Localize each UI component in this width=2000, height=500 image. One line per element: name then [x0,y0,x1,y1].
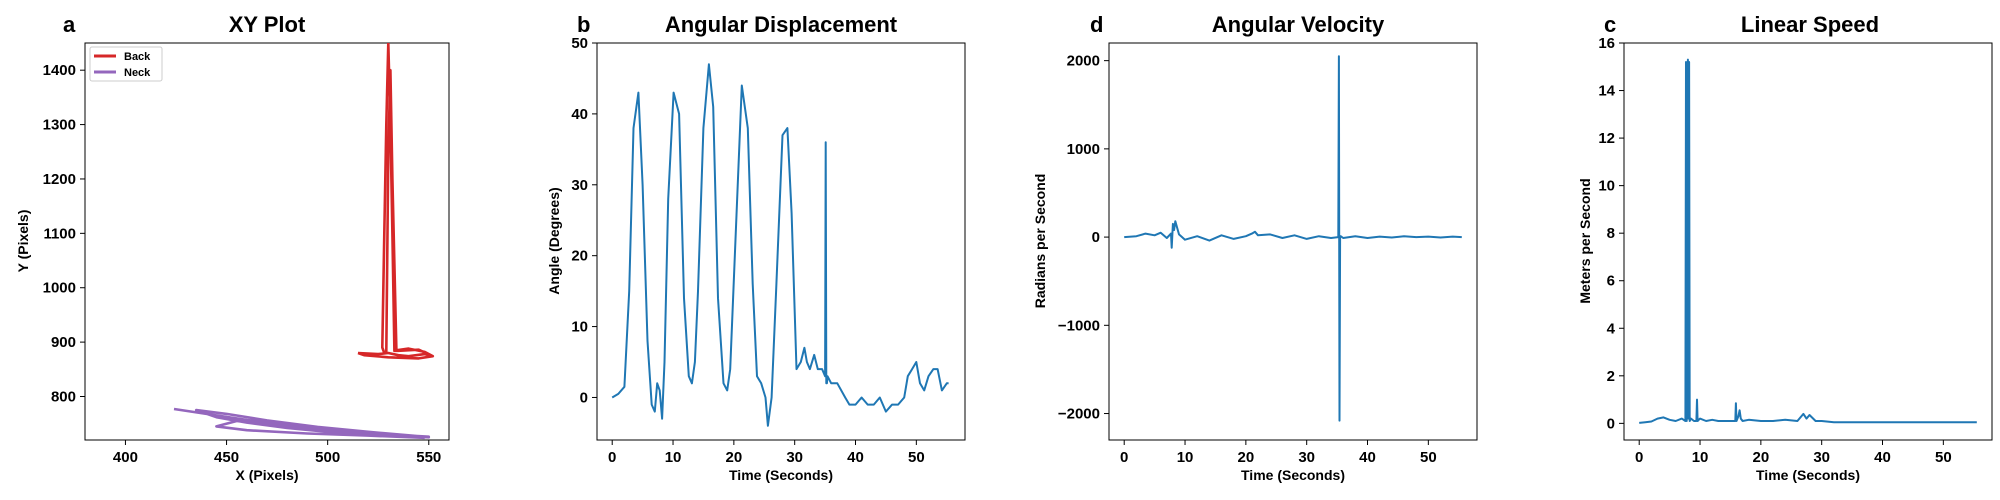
panel-letter-b: b [577,12,590,37]
x-tick-label-angular-velocity: 40 [1359,449,1376,466]
panel-linear-speed: c Linear Speed 0 10 20 30 40 500246810121416 … [1577,12,1993,483]
y-tick-label-linear-speed: 2 [1607,368,1615,385]
x-tick-label-linear-speed: 10 [1692,449,1709,466]
plot-frame-angular-velocity [1108,42,1478,441]
x-axis-label-angular-displacement: Time (Seconds) [729,467,833,483]
y-axis-label-angular-displacement: Angle (Degrees) [546,187,562,294]
x-tick-label-angular-velocity: 20 [1238,449,1255,466]
series-line-angular-displacement [611,63,949,427]
panel-title-angular-velocity: Angular Velocity [1212,12,1385,37]
panel-angular-velocity: d Angular Velocity 0 10 20 30 40 50 −2000 −1000… [1032,12,1478,483]
x-tick-label-xy: 400 [113,449,138,466]
x-tick-label-xy: 450 [214,449,239,466]
x-tick-label-angular-velocity: 10 [1177,449,1194,466]
panel-title-xy-plot: XY Plot [229,12,306,37]
series-line-xy-neck [173,407,431,440]
x-tick-label-xy: 500 [315,449,340,466]
panel-angular-displacement: b Angular Displacement 0 10 20 30 40 50 0 10 20 3… [546,12,966,483]
y-tick-label-linear-speed: 0 [1607,415,1615,432]
plot-frame-angular-displacement [596,42,966,441]
y-tick-label-angular-displacement: 10 [571,319,588,336]
y-tick-label-linear-speed: 16 [1598,35,1615,52]
panel-letter-c: c [1604,12,1616,37]
y-tick-label-xy: 1100 [43,225,76,242]
x-tick-label-linear-speed: 50 [1935,449,1952,466]
y-axis-label-angular-velocity: Radians per Second [1032,174,1048,309]
y-tick-label-linear-speed: 8 [1607,225,1615,242]
panel-letter-a: a [63,12,76,37]
y-tick-label-xy: 1400 [43,62,76,79]
legend-label-back: Back [124,51,151,63]
y-tick-label-xy: 900 [51,334,76,351]
plot-area-angular-velocity: 0 10 20 30 40 50 −2000 −1000 0 1000 2000 [1058,53,1462,466]
x-tick-label-angular-displacement: 50 [908,449,925,466]
y-axis-label-xy: Y (Pixels) [15,210,31,273]
plot-frame-xy [84,42,450,441]
plot-frame-linear-speed [1623,42,1993,441]
y-tick-label-xy: 1300 [43,117,76,134]
panel-letter-d: d [1090,12,1103,37]
y-tick-label-xy: 1000 [43,280,76,297]
y-tick-label-angular-velocity: 1000 [1067,141,1100,158]
x-tick-label-angular-displacement: 40 [847,449,864,466]
y-tick-label-angular-velocity: −1000 [1058,317,1100,334]
y-tick-label-angular-velocity: 2000 [1067,53,1100,70]
x-tick-label-angular-velocity: 30 [1298,449,1315,466]
panel-xy-plot: a XY Plot 400 450 500 550 800 900 1000 1100 1200… [15,12,450,483]
x-tick-label-angular-displacement: 30 [786,449,803,466]
x-tick-label-angular-velocity: 50 [1420,449,1437,466]
x-tick-label-linear-speed: 40 [1874,449,1891,466]
y-tick-label-xy: 1200 [43,171,76,188]
legend-label-neck: Neck [124,67,151,79]
y-tick-label-linear-speed: 6 [1607,273,1615,290]
y-tick-label-xy: 800 [51,388,76,405]
series-line-angular-velocity [1124,55,1462,422]
y-tick-label-angular-velocity: −2000 [1058,406,1100,423]
panel-title-angular-displacement: Angular Displacement [665,12,898,37]
x-tick-label-xy: 550 [416,449,441,466]
x-tick-label-linear-speed: 30 [1813,449,1830,466]
y-tick-label-angular-displacement: 20 [571,248,588,265]
y-axis-label-linear-speed: Meters per Second [1577,178,1593,303]
y-tick-label-linear-speed: 10 [1598,178,1615,195]
x-axis-label-linear-speed: Time (Seconds) [1756,467,1860,483]
series-line-linear-speed [1639,58,1977,424]
y-tick-label-angular-displacement: 0 [580,389,588,406]
panel-title-linear-speed: Linear Speed [1741,12,1879,37]
x-tick-label-angular-velocity: 0 [1120,449,1128,466]
x-axis-label-angular-velocity: Time (Seconds) [1241,467,1345,483]
plot-area-xy: 400 450 500 550 800 900 1000 1100 1200 1300 1400 [43,43,441,466]
y-tick-label-angular-displacement: 50 [571,35,588,52]
plot-area-linear-speed: 0 10 20 30 40 50 0 2 4 6 8 10 12 14 16 [1598,35,1977,466]
plot-area-angular-displacement: 0 10 20 30 40 50 0 10 20 30 40 50 [571,35,949,466]
x-tick-label-linear-speed: 0 [1635,449,1643,466]
x-tick-label-angular-displacement: 0 [608,449,616,466]
x-tick-label-angular-displacement: 20 [726,449,743,466]
y-tick-label-linear-speed: 4 [1607,320,1616,337]
y-tick-label-angular-displacement: 30 [571,177,588,194]
x-tick-label-linear-speed: 20 [1753,449,1770,466]
y-tick-label-angular-velocity: 0 [1092,229,1100,246]
legend: Back Neck [89,46,163,82]
y-tick-label-angular-displacement: 40 [571,106,588,123]
x-tick-label-angular-displacement: 10 [665,449,682,466]
y-tick-label-linear-speed: 12 [1598,130,1615,147]
series-line-xy-back [357,43,435,360]
y-tick-label-linear-speed: 14 [1598,83,1615,100]
x-axis-label-xy: X (Pixels) [235,467,298,483]
